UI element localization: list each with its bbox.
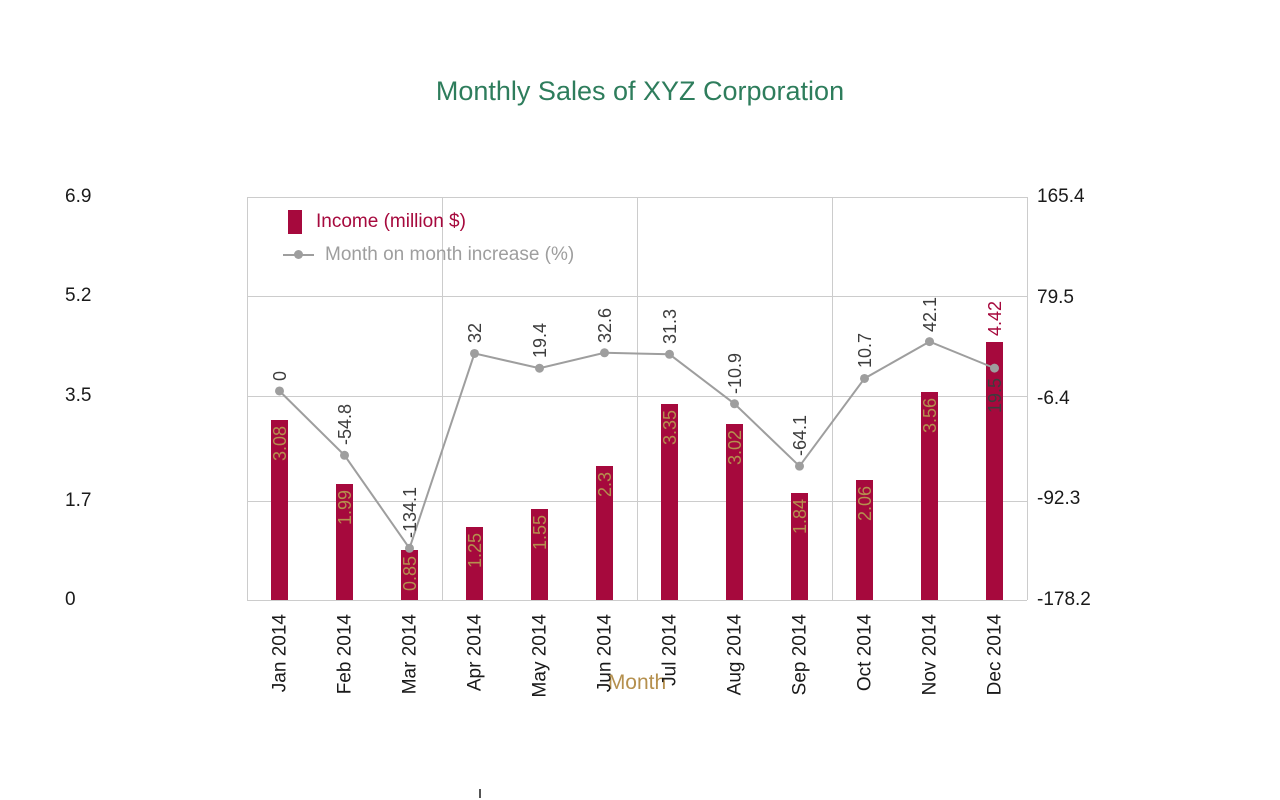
line-point[interactable] — [600, 348, 609, 358]
legend-item-increase[interactable]: Month on month increase (%) — [283, 242, 574, 268]
line-point[interactable] — [665, 349, 674, 359]
income-bar[interactable] — [401, 550, 418, 600]
x-tick-label: Oct 2014 — [854, 614, 875, 692]
x-tick-label: Mar 2014 — [399, 614, 420, 695]
income-bar[interactable] — [661, 404, 678, 600]
bar-series-marker-icon — [288, 210, 302, 234]
increase-line-series — [275, 337, 999, 553]
x-axis-title: Month — [607, 671, 667, 694]
v-gridline — [637, 197, 638, 600]
chart-title: Monthly Sales of XYZ Corporation — [435, 76, 845, 106]
line-point[interactable] — [340, 450, 349, 460]
income-bar[interactable] — [336, 483, 353, 600]
line-value-label: 10.7 — [854, 333, 875, 369]
legend-item-income[interactable]: Income (million $) — [283, 209, 574, 235]
v-gridline — [1027, 197, 1028, 600]
income-bar[interactable] — [466, 526, 483, 600]
v-gridline — [832, 197, 833, 600]
x-tick-label: Nov 2014 — [919, 614, 940, 696]
y-left-tick-label: 5.2 — [65, 285, 92, 307]
legend: Income (million $) Month on month increa… — [283, 209, 574, 275]
x-tick-label: Jan 2014 — [269, 614, 290, 693]
line-point[interactable] — [275, 386, 284, 396]
income-bar[interactable] — [791, 492, 808, 600]
x-tick-label: May 2014 — [529, 614, 550, 698]
line-value-label: 32.6 — [594, 307, 615, 343]
line-point[interactable] — [535, 363, 544, 373]
legend-label-income: Income (million $) — [316, 211, 466, 232]
line-value-label: 19.4 — [529, 323, 550, 359]
line-value-label: 32 — [464, 323, 485, 344]
plot-area: Income (million $) Month on month increa… — [65, 186, 1091, 697]
y-right-tick-label: -6.4 — [1037, 387, 1070, 409]
line-value-label: -10.9 — [724, 352, 745, 394]
income-bar[interactable] — [986, 341, 1003, 600]
line-point[interactable] — [470, 348, 479, 358]
line-value-label: 0 — [269, 370, 290, 381]
y-right-tick-label: 165.4 — [1037, 186, 1085, 207]
caret-artifact — [479, 789, 481, 798]
income-bar[interactable] — [271, 420, 288, 600]
line-point[interactable] — [860, 373, 869, 383]
income-bar[interactable] — [531, 509, 548, 600]
line-series-marker-icon — [283, 243, 314, 267]
income-bar[interactable] — [726, 423, 743, 600]
v-gridline — [247, 197, 248, 600]
y-right-tick-label: -92.3 — [1037, 488, 1081, 510]
line-point[interactable] — [405, 543, 414, 553]
y-right-tick-label: -178.2 — [1037, 589, 1091, 610]
line-point[interactable] — [925, 337, 934, 347]
y-left-tick-label: 1.7 — [65, 489, 92, 511]
line-value-label: -54.8 — [334, 404, 355, 446]
line-point[interactable] — [795, 461, 804, 471]
income-bar[interactable] — [921, 392, 938, 600]
income-bar[interactable] — [856, 479, 873, 600]
line-value-label: 42.1 — [919, 296, 940, 332]
line-value-label: 31.3 — [659, 309, 680, 345]
x-tick-label: Dec 2014 — [984, 614, 1005, 696]
y-left-tick-label: 0 — [65, 589, 76, 610]
line-point[interactable] — [730, 399, 739, 409]
y-left-tick-label: 3.5 — [65, 384, 92, 406]
y-right-tick-label: 79.5 — [1037, 286, 1074, 308]
line-value-label: -134.1 — [399, 487, 420, 539]
h-gridline — [247, 600, 1027, 601]
x-tick-label: Apr 2014 — [464, 614, 485, 692]
y-left-tick-label: 6.9 — [65, 186, 92, 207]
line-point[interactable] — [990, 363, 999, 373]
line-value-label: 19.5 — [984, 378, 1005, 414]
v-gridline — [442, 197, 443, 600]
increase-line — [278, 340, 995, 551]
x-tick-label: Aug 2014 — [724, 614, 745, 696]
x-tick-label: Jun 2014 — [594, 614, 615, 693]
line-value-label: -64.1 — [789, 415, 810, 457]
x-tick-label: Jul 2014 — [659, 614, 680, 686]
x-tick-label: Feb 2014 — [334, 614, 355, 695]
income-bar[interactable] — [596, 465, 613, 600]
x-tick-label: Sep 2014 — [789, 614, 810, 696]
legend-label-increase: Month on month increase (%) — [325, 244, 575, 265]
